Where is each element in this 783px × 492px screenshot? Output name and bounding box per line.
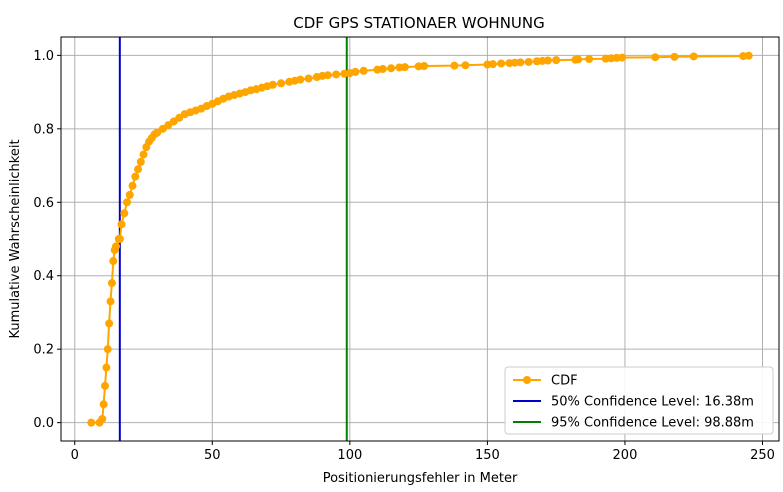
x-axis-ticks: 0 50 100 150 200 250 bbox=[71, 441, 775, 463]
cdf-point bbox=[101, 381, 110, 390]
cdf-point bbox=[103, 345, 112, 354]
cdf-point bbox=[744, 51, 753, 60]
cdf-point bbox=[139, 150, 148, 159]
plot-frame bbox=[60, 36, 780, 442]
x-tick-label: 150 bbox=[475, 448, 500, 463]
legend-marker bbox=[523, 376, 531, 384]
legend-label: 50% Confidence Level: 16.38m bbox=[551, 395, 754, 410]
cdf-point bbox=[618, 53, 627, 62]
y-tick-label: 0.6 bbox=[33, 196, 54, 211]
chart-title: CDF GPS STATIONAER WOHNUNG bbox=[293, 14, 545, 32]
cdf-point bbox=[105, 319, 114, 328]
cdf-point bbox=[296, 75, 305, 84]
cdf-point bbox=[112, 242, 121, 251]
cdf-point bbox=[552, 56, 561, 65]
cdf-point bbox=[107, 279, 116, 288]
y-tick-label: 1.0 bbox=[33, 49, 54, 64]
x-axis-title: Positionierungsfehler in Meter bbox=[323, 471, 518, 486]
cdf-point bbox=[450, 61, 459, 70]
cdf-point bbox=[651, 53, 660, 62]
x-tick-label: 0 bbox=[71, 448, 79, 463]
legend: CDF 50% Confidence Level: 16.38m 95% Confi… bbox=[504, 366, 774, 435]
y-tick-label: 0.4 bbox=[33, 269, 54, 284]
cdf-point bbox=[670, 52, 679, 61]
y-axis-ticks: 0.0 0.2 0.4 0.6 0.8 1.0 bbox=[33, 49, 61, 431]
legend-box bbox=[504, 366, 774, 435]
cdf-point bbox=[488, 60, 497, 69]
cdf-point bbox=[106, 297, 115, 306]
x-tick-label: 250 bbox=[750, 448, 775, 463]
cdf-point bbox=[115, 235, 124, 243]
cdf-point bbox=[134, 165, 143, 174]
cdf-point bbox=[120, 209, 129, 218]
cdf-point bbox=[268, 80, 277, 89]
cdf-point bbox=[117, 220, 126, 229]
legend-label: 95% Confidence Level: 98.88m bbox=[551, 416, 754, 431]
cdf-point bbox=[131, 172, 140, 181]
cdf-point bbox=[400, 63, 409, 72]
cdf-point bbox=[304, 74, 313, 83]
y-axis-title: Kumulative Wahrscheinlichkeit bbox=[8, 139, 23, 338]
y-tick-label: 0.2 bbox=[33, 343, 54, 358]
cdf-point bbox=[497, 59, 506, 68]
cdf-point bbox=[420, 62, 429, 71]
cdf-point bbox=[359, 66, 368, 75]
cdf-point bbox=[128, 181, 137, 190]
cdf-point bbox=[136, 157, 145, 166]
cdf-point bbox=[109, 257, 118, 266]
cdf-point bbox=[102, 363, 111, 372]
cdf-point bbox=[387, 64, 396, 73]
cdf-point bbox=[461, 61, 470, 70]
cdf-series bbox=[87, 51, 753, 427]
cdf-point bbox=[516, 58, 525, 67]
cdf-point bbox=[574, 55, 583, 64]
legend-label: CDF bbox=[551, 374, 578, 389]
cdf-point bbox=[323, 71, 332, 80]
cdf-point bbox=[351, 67, 360, 76]
cdf-point bbox=[543, 56, 552, 65]
cdf-point bbox=[98, 414, 107, 423]
y-tick-label: 0.0 bbox=[33, 416, 54, 431]
cdf-point bbox=[689, 52, 698, 61]
cdf-point bbox=[585, 55, 594, 64]
cdf-point bbox=[99, 400, 108, 409]
x-tick-label: 100 bbox=[337, 448, 362, 463]
cdf-point bbox=[524, 57, 533, 66]
cdf-point bbox=[125, 190, 134, 199]
x-tick-label: 200 bbox=[613, 448, 638, 463]
cdf-point bbox=[378, 64, 387, 73]
cdf-point bbox=[332, 70, 341, 79]
cdf-point bbox=[277, 79, 286, 88]
y-tick-label: 0.8 bbox=[33, 122, 54, 137]
cdf-point bbox=[87, 418, 96, 427]
cdf-point bbox=[123, 198, 132, 207]
x-tick-label: 50 bbox=[204, 448, 221, 463]
